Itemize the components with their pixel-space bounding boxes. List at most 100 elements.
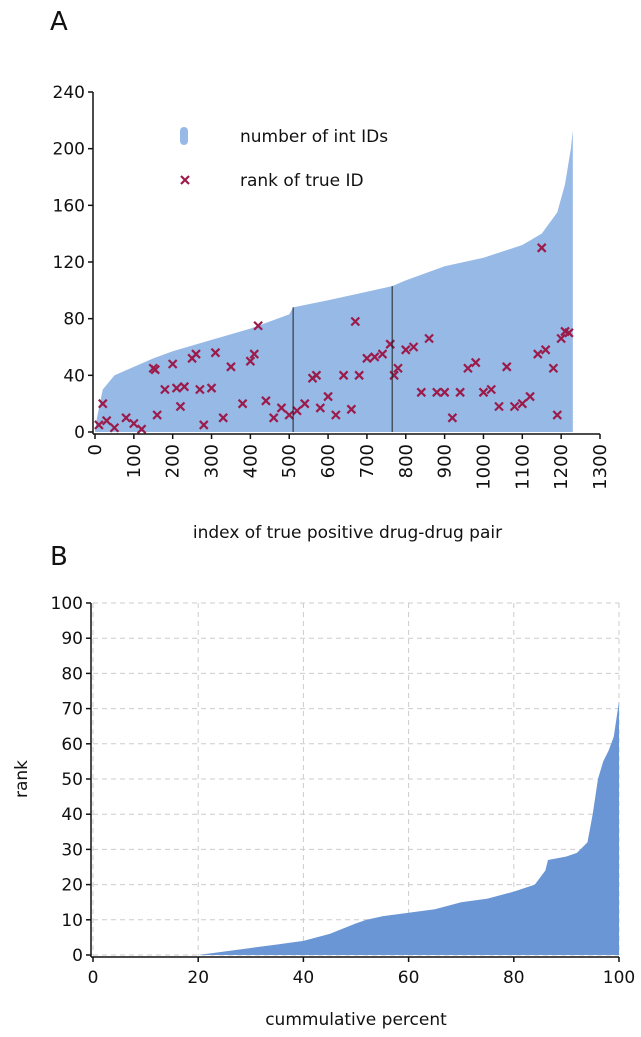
scatter-point [393,363,403,374]
y-tick-label: 80 [63,310,85,330]
scatter-point [167,359,178,369]
x-tick-label: 600 [318,444,339,478]
scatter-point [121,413,131,423]
scatter-point [210,347,221,358]
x-tick-label: 900 [435,444,456,478]
scatter-point [109,422,120,433]
scatter-point [191,349,201,359]
scatter-point [218,413,228,423]
x-tick-label: 500 [279,444,300,478]
x-tick-label: 400 [240,444,261,478]
y-tick-label: 200 [53,140,85,160]
legend-label: number of int IDs [240,127,388,147]
x-tick-label: 1000 [473,444,494,490]
scatter-point [338,370,349,381]
x-tick-label: 0 [85,444,106,455]
panel-label: A [50,7,68,37]
scatter-point [408,342,419,352]
y-tick-label: 160 [53,196,85,216]
y-tick-label: 10 [61,911,83,931]
y-tick-label: 100 [51,594,83,614]
scatter-point [350,316,361,327]
y-tick-label: 30 [61,840,83,860]
x-tick-label: 60 [398,968,420,988]
y-tick-label: 60 [61,735,83,755]
x-tick-label: 20 [187,968,209,988]
x-tick-label: 1300 [590,444,611,490]
panel-label: B [50,542,68,572]
x-tick-label: 80 [503,968,525,988]
y-tick-label: 50 [61,770,83,790]
scatter-point [150,364,160,375]
scatter-point [354,370,364,381]
scatter-point [447,413,458,423]
y-tick-label: 90 [61,629,83,649]
scatter-point [509,401,520,412]
y-tick-label: 70 [61,700,83,720]
area [95,130,573,432]
scatter-point [136,424,147,434]
scatter-point [299,398,310,409]
scatter-point [249,349,260,359]
scatter-point [171,383,182,393]
scatter-point [385,339,396,349]
scatter-point [261,396,271,406]
scatter-point [536,243,547,253]
scatter-point [97,398,108,409]
scatter-point [101,415,112,426]
scatter-point [206,383,217,393]
x-axis-label: cummulative percent [265,1010,447,1030]
scatter-point [369,352,380,362]
scatter-point [389,370,399,381]
x-tick-label: 300 [202,444,223,478]
scatter-point [552,410,563,420]
scatter-point [501,362,512,372]
legend-swatch [180,175,190,185]
scatter-point [564,328,574,338]
x-tick-label: 0 [88,968,99,988]
scatter-point [416,387,427,398]
scatter-point [160,384,170,395]
scatter-point [226,362,236,372]
x-tick-label: 1100 [512,444,533,490]
scatter-point [455,387,465,398]
x-tick-label: 800 [396,444,417,478]
x-tick-label: 100 [124,444,145,478]
x-tick-label: 100 [603,968,635,988]
scatter-point [346,404,357,415]
y-tick-label: 40 [61,805,83,825]
scatter-point [331,410,341,420]
scatter-point [315,403,326,413]
legend-label: rank of true ID [240,171,364,191]
y-tick-label: 120 [53,253,85,273]
scatter-point [362,353,372,364]
scatter-point [245,356,256,366]
x-axis-label: index of true positive drug-drug pair [193,523,502,543]
scatter-point [195,384,205,395]
scatter-point [517,398,528,409]
scatter-point [198,420,209,430]
scatter-point [533,349,543,359]
x-tick-label: 700 [357,444,378,478]
scatter-point [432,387,442,398]
scatter-point [311,370,322,381]
scatter-point [400,345,411,355]
scatter-point [179,381,190,392]
scatter-point [548,363,559,374]
scatter-point [556,333,566,344]
scatter-point [152,410,162,420]
scatter-point [253,320,263,331]
y-tick-label: 240 [53,83,85,103]
area [93,701,619,955]
y-tick-label: 80 [61,664,83,684]
scatter-point [478,387,489,398]
scatter-point [323,391,333,402]
scatter-point [439,387,450,398]
x-tick-label: 1200 [551,444,572,490]
scatter-point [284,410,295,420]
y-tick-label: 40 [63,366,85,386]
x-tick-label: 200 [163,444,184,478]
scatter-point [494,401,504,412]
scatter-point [237,398,248,409]
